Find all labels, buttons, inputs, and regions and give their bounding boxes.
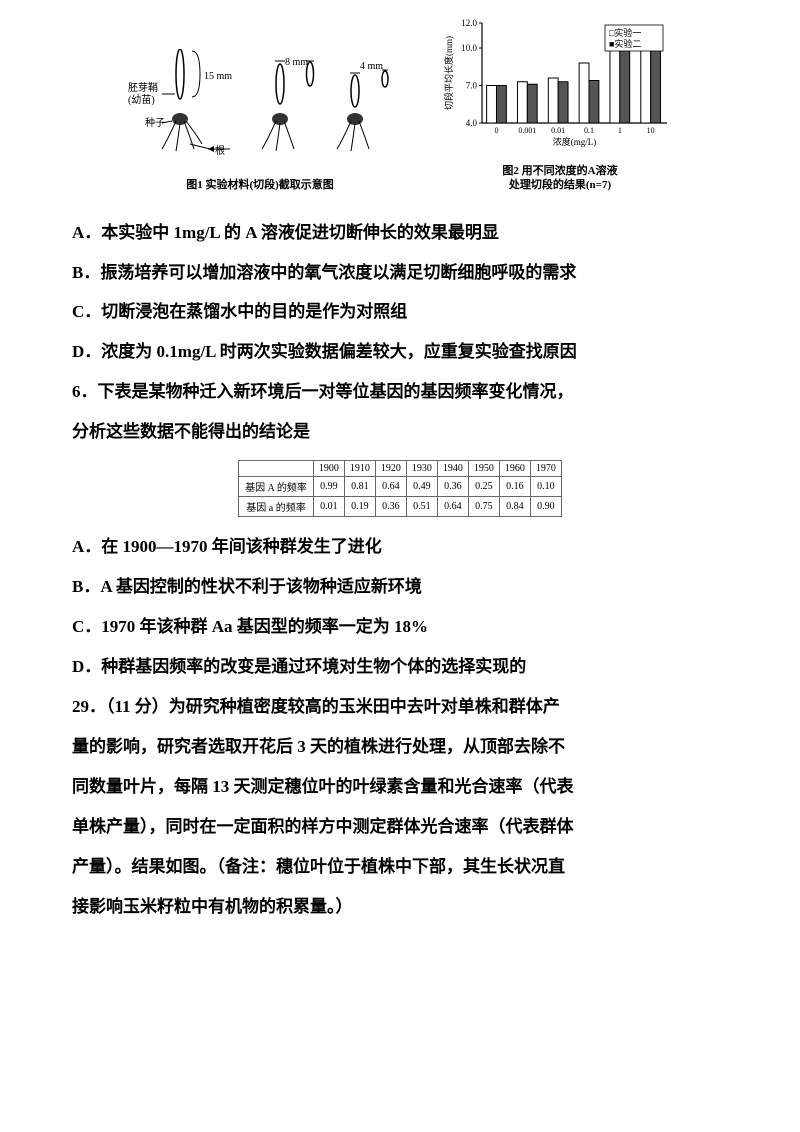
q6-option-a: A．在 1900—1970 年间该种群发生了进化	[72, 527, 728, 567]
figure-2: 4.0 7.0 10.0 12.0 切段平均长度(mm) 0 0.001 0.01 0.1 1 10…	[440, 15, 680, 193]
q6-option-d: D．种群基因频率的改变是通过环境对生物个体的选择实现的	[72, 647, 728, 687]
svg-text:0.1: 0.1	[584, 126, 594, 135]
q5-option-d: D．浓度为 0.1mg/L 时两次实验数据偏差较大，应重复实验查找原因	[72, 332, 728, 372]
svg-text:0: 0	[494, 126, 498, 135]
fig1-root-label: 根	[215, 144, 225, 157]
svg-text:0.01: 0.01	[551, 126, 565, 135]
figure-1: 胚芽鞘 (幼苗) 种子 15 mm 根	[120, 49, 400, 192]
q29-line-3: 同数量叶片，每隔 13 天测定穗位叶的叶绿素含量和光合速率（代表	[72, 767, 728, 807]
table-row-allele-a-upper: 基因 A 的频率 0.99 0.81 0.64 0.49 0.36 0.25 0…	[239, 477, 562, 497]
svg-text:7.0: 7.0	[466, 81, 478, 91]
fig1-8mm: 8 mm	[285, 57, 308, 68]
fig1-15mm: 15 mm	[204, 71, 232, 82]
q29-line-1: 29．（11 分）为研究种植密度较高的玉米田中去叶对单株和群体产	[72, 687, 728, 727]
content: A．本实验中 1mg/L 的 A 溶液促进切断伸长的效果最明显 B．振荡培养可以…	[0, 203, 800, 927]
q6-option-c: C．1970 年该种群 Aa 基因型的频率一定为 18%	[72, 607, 728, 647]
figure2-svg: 4.0 7.0 10.0 12.0 切段平均长度(mm) 0 0.001 0.01 0.1 1 10…	[440, 15, 680, 155]
svg-text:0.001: 0.001	[518, 126, 536, 135]
svg-text:切段平均长度(mm): 切段平均长度(mm)	[443, 36, 454, 110]
q29-line-6: 接影响玉米籽粒中有机物的积累量。）	[72, 887, 728, 927]
table-row-allele-a-lower: 基因 a 的频率 0.01 0.19 0.36 0.51 0.64 0.75 0…	[239, 497, 562, 517]
fig1-4mm: 4 mm	[360, 61, 383, 72]
svg-text:□实验一: □实验一	[609, 27, 641, 38]
q5-option-c: C．切断浸泡在蒸馏水中的目的是作为对照组	[72, 292, 728, 332]
q29-line-4: 单株产量），同时在一定面积的样方中测定群体光合速率（代表群体	[72, 807, 728, 847]
q29-line-2: 量的影响，研究者选取开花后 3 天的植株进行处理，从顶部去除不	[72, 727, 728, 767]
figure1-svg: 胚芽鞘 (幼苗) 种子 15 mm 根	[120, 49, 400, 169]
svg-text:10: 10	[647, 126, 655, 135]
svg-text:12.0: 12.0	[461, 18, 477, 28]
fig1-embryo-label: 胚芽鞘	[128, 81, 158, 94]
q6-stem-1: 6．下表是某物种迁入新环境后一对等位基因的基因频率变化情况，	[72, 372, 728, 412]
allele-frequency-table: 1900 1910 1920 1930 1940 1950 1960 1970 …	[238, 460, 562, 517]
q6-option-b: B．A 基因控制的性状不利于该物种适应新环境	[72, 567, 728, 607]
q5-option-b: B．振荡培养可以增加溶液中的氧气浓度以满足切断细胞呼吸的需求	[72, 253, 728, 293]
fig1-embryo-label2: (幼苗)	[128, 93, 155, 106]
svg-text:10.0: 10.0	[461, 43, 477, 53]
figures-row: 胚芽鞘 (幼苗) 种子 15 mm 根	[0, 0, 800, 203]
svg-text:1: 1	[618, 126, 622, 135]
figure1-caption: 图1 实验材料(切段)截取示意图	[120, 178, 400, 192]
svg-text:4.0: 4.0	[466, 118, 478, 128]
svg-text:浓度(mg/L): 浓度(mg/L)	[553, 136, 597, 147]
figure2-caption: 图2 用不同浓度的A溶液 处理切段的结果(n=7)	[440, 164, 680, 193]
q6-stem-2: 分析这些数据不能得出的结论是	[72, 412, 728, 452]
q5-option-a: A．本实验中 1mg/L 的 A 溶液促进切断伸长的效果最明显	[72, 213, 728, 253]
svg-text:■实验二: ■实验二	[609, 38, 641, 49]
table-row-years: 1900 1910 1920 1930 1940 1950 1960 1970	[239, 461, 562, 477]
q29-line-5: 产量）。结果如图。（备注：穗位叶位于植株中下部，其生长状况直	[72, 847, 728, 887]
